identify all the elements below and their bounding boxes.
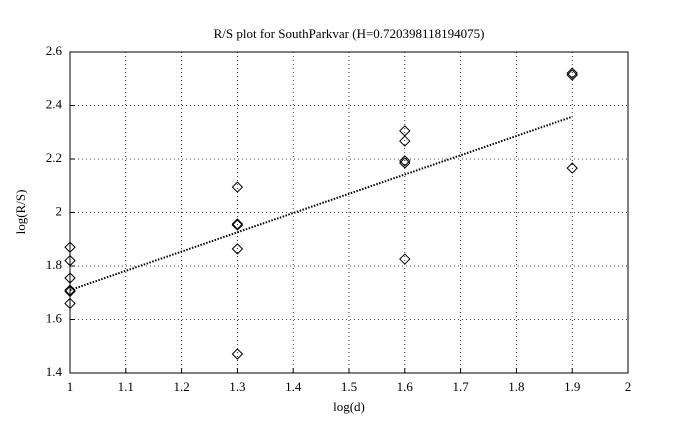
x-tick-label: 1.8 <box>508 379 524 394</box>
data-point <box>231 348 244 360</box>
x-tick-label: 1.5 <box>341 379 357 394</box>
data-point <box>399 125 411 137</box>
data-point <box>231 219 244 231</box>
x-tick-label: 1.6 <box>397 379 414 394</box>
data-point <box>399 155 411 167</box>
fit-line <box>69 115 573 292</box>
data-point <box>566 162 578 174</box>
data-point <box>64 241 76 253</box>
data-point <box>231 243 244 255</box>
y-tick-label: 2.4 <box>46 96 63 111</box>
x-tick-label: 1.3 <box>229 379 245 394</box>
y-axis-label: log(R/S) <box>13 190 28 235</box>
y-tick-label: 2.6 <box>46 43 63 58</box>
x-axis-label: log(d) <box>333 399 365 414</box>
y-tick-label: 2.2 <box>46 150 62 165</box>
x-tick-label: 1.2 <box>173 379 189 394</box>
y-tick-label: 1.6 <box>46 310 63 325</box>
data-point <box>231 181 244 193</box>
x-tick-label: 2 <box>625 379 632 394</box>
x-tick-label: 1.4 <box>285 379 302 394</box>
data-point <box>231 218 244 230</box>
x-tick-label: 1.7 <box>452 379 469 394</box>
x-tick-label: 1.1 <box>118 379 134 394</box>
y-tick-label: 2 <box>56 203 63 218</box>
x-tick-label: 1.9 <box>564 379 580 394</box>
data-point <box>399 135 411 147</box>
data-point <box>64 254 76 267</box>
chart-title: R/S plot for SouthParkvar (H=0.720398118… <box>214 26 485 41</box>
data-point <box>566 69 578 81</box>
x-tick-label: 1 <box>67 379 74 394</box>
y-tick-label: 1.8 <box>46 257 62 272</box>
y-tick-label: 1.4 <box>46 364 63 379</box>
data-point <box>566 67 578 79</box>
data-point <box>399 253 411 265</box>
data-point <box>64 272 76 284</box>
data-point <box>399 157 411 169</box>
data-point <box>64 297 76 310</box>
